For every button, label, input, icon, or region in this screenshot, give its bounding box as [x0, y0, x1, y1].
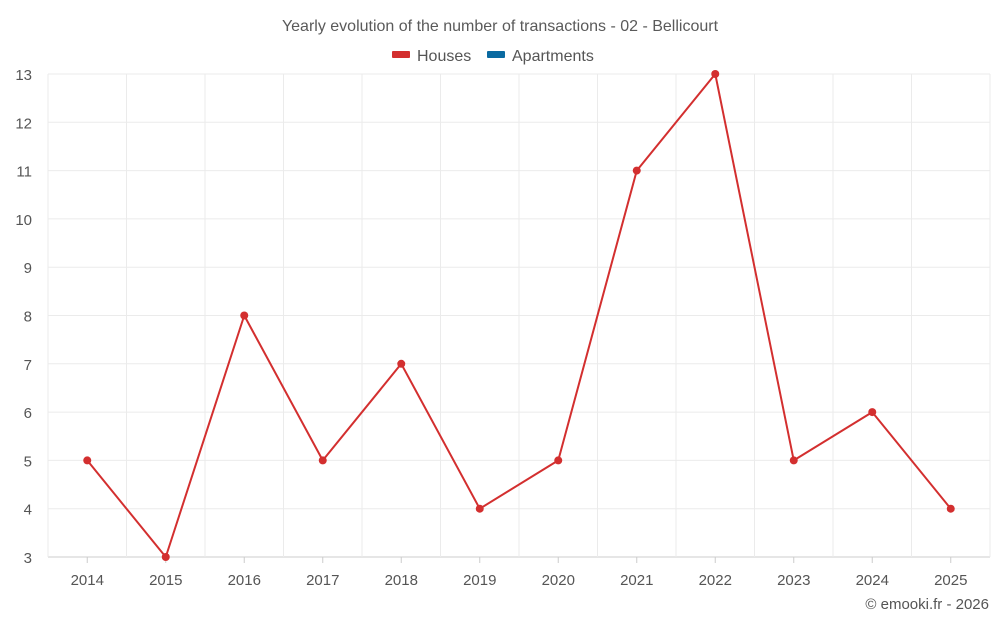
legend-label-houses: Houses [417, 48, 471, 65]
x-tick-label: 2015 [149, 572, 182, 589]
data-point-houses-2024[interactable] [868, 408, 877, 417]
y-tick-label: 7 [24, 357, 32, 374]
y-tick-label: 3 [24, 550, 32, 567]
legend-swatch-houses [392, 51, 410, 58]
data-point-houses-2021[interactable] [632, 166, 641, 175]
chart-title: Yearly evolution of the number of transa… [282, 18, 719, 35]
data-point-houses-2017[interactable] [318, 456, 327, 465]
x-tick-label: 2024 [856, 572, 889, 589]
x-tick-label: 2022 [699, 572, 732, 589]
data-point-houses-2019[interactable] [475, 504, 484, 513]
y-tick-label: 9 [24, 260, 32, 277]
y-tick-label: 8 [24, 309, 32, 326]
data-point-houses-2014[interactable] [83, 456, 92, 465]
data-point-houses-2016[interactable] [240, 311, 249, 320]
x-tick-label: 2016 [228, 572, 261, 589]
x-tick-label: 2019 [463, 572, 496, 589]
data-point-houses-2018[interactable] [397, 359, 406, 368]
x-tick-label: 2020 [542, 572, 575, 589]
x-axis: 2014 2015 2016 2017 2018 2019 2020 2021 2022 2023… [71, 557, 967, 589]
y-tick-label: 11 [16, 164, 32, 181]
y-tick-label: 13 [15, 67, 32, 84]
series-layer [83, 70, 955, 561]
data-point-houses-2022[interactable] [711, 70, 720, 78]
x-tick-label: 2017 [306, 572, 339, 589]
series-line-houses [86, 73, 952, 558]
grid [47, 73, 991, 558]
legend-swatch-apartments [487, 51, 505, 58]
data-point-houses-2023[interactable] [789, 456, 798, 465]
y-tick-label: 5 [24, 453, 32, 470]
y-axis: 3 4 5 6 7 8 9 10 11 12 13 [15, 67, 32, 567]
x-tick-label: 2014 [71, 572, 104, 589]
legend-item-apartments[interactable]: Apartments [487, 48, 594, 65]
chart-legend: Houses Apartments [392, 48, 594, 65]
x-tick-label: 2021 [620, 572, 653, 589]
data-point-houses-2020[interactable] [554, 456, 563, 465]
x-tick-label: 2023 [777, 572, 810, 589]
x-tick-label: 2018 [385, 572, 418, 589]
y-tick-label: 12 [15, 115, 32, 132]
legend-item-houses[interactable]: Houses [392, 48, 471, 65]
y-tick-label: 6 [24, 405, 32, 422]
legend-label-apartments: Apartments [512, 48, 594, 65]
y-tick-label: 10 [15, 212, 32, 229]
x-tick-label: 2025 [934, 572, 967, 589]
y-tick-label: 4 [24, 502, 32, 519]
data-point-houses-2025[interactable] [946, 504, 955, 513]
data-point-houses-2015[interactable] [161, 553, 170, 561]
credit-text: © emooki.fr - 2026 [865, 596, 989, 613]
